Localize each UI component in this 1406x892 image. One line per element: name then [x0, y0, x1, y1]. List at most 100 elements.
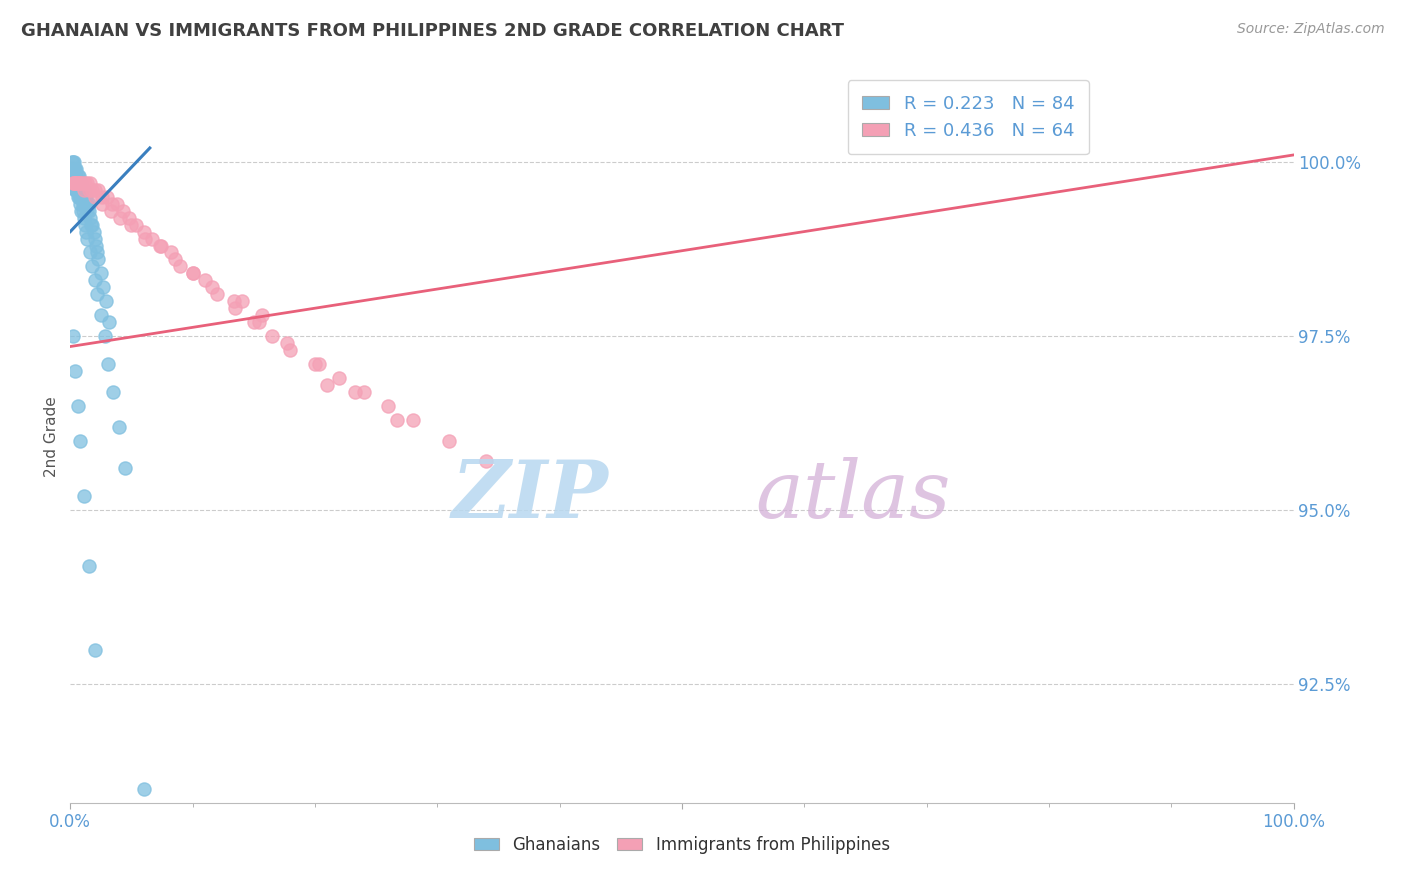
Point [62, 155, 84, 169]
Point [75, 196, 97, 211]
Point [67, 169, 90, 183]
Point [75, 190, 97, 204]
Point [66, 169, 89, 183]
Point [90, 308, 112, 322]
Point [402, 412, 425, 426]
Point [194, 273, 217, 287]
Point [73, 489, 96, 503]
Point [76, 231, 98, 245]
Point [118, 211, 141, 225]
Point [141, 231, 163, 245]
Point [66, 176, 89, 190]
Point [60, 161, 83, 176]
Point [91, 190, 114, 204]
Point [65, 183, 87, 197]
Point [86, 287, 108, 301]
Point [76, 203, 98, 218]
Text: GHANAIAN VS IMMIGRANTS FROM PHILIPPINES 2ND GRADE CORRELATION CHART: GHANAIAN VS IMMIGRANTS FROM PHILIPPINES … [21, 22, 844, 40]
Point [69, 196, 91, 211]
Point [66, 190, 89, 204]
Point [181, 266, 204, 280]
Point [69, 183, 91, 197]
Point [93, 329, 115, 343]
Point [94, 294, 117, 309]
Point [80, 218, 103, 232]
Point [67, 190, 90, 204]
Point [111, 203, 134, 218]
Point [439, 434, 461, 448]
Point [224, 294, 246, 309]
Point [73, 190, 96, 204]
Point [83, 225, 105, 239]
Point [149, 238, 172, 252]
Point [132, 781, 155, 796]
Point [205, 287, 228, 301]
Point [304, 357, 326, 371]
Point [67, 183, 90, 197]
Point [82, 218, 104, 232]
Point [100, 203, 122, 218]
Point [72, 176, 94, 190]
Point [344, 384, 367, 399]
Point [65, 183, 87, 197]
Point [63, 169, 86, 183]
Point [82, 260, 104, 274]
Point [62, 329, 84, 343]
Point [280, 343, 302, 357]
Point [63, 176, 86, 190]
Point [149, 238, 172, 252]
Point [72, 196, 94, 211]
Point [63, 161, 86, 176]
Point [101, 384, 124, 399]
Point [247, 315, 270, 329]
Point [83, 642, 105, 657]
Point [62, 161, 84, 176]
Point [65, 176, 87, 190]
Point [67, 176, 90, 190]
Point [63, 176, 86, 190]
Point [63, 176, 86, 190]
Point [132, 225, 155, 239]
Point [328, 371, 350, 385]
Point [63, 176, 86, 190]
Point [72, 190, 94, 204]
Point [60, 155, 83, 169]
Point [63, 183, 86, 197]
Point [101, 196, 124, 211]
Point [231, 294, 253, 309]
Point [70, 183, 93, 197]
Point [121, 218, 143, 232]
Point [66, 183, 89, 197]
Point [77, 203, 100, 218]
Point [91, 196, 114, 211]
Point [79, 245, 101, 260]
Point [114, 461, 136, 475]
Point [316, 377, 339, 392]
Point [224, 301, 246, 316]
Point [75, 225, 97, 239]
Point [377, 399, 399, 413]
Point [69, 176, 91, 190]
Point [60, 169, 83, 183]
Point [77, 558, 100, 573]
Point [62, 176, 84, 190]
Point [83, 183, 105, 197]
Point [70, 176, 93, 190]
Point [87, 252, 110, 267]
Point [169, 260, 191, 274]
Point [165, 252, 187, 267]
Point [308, 357, 330, 371]
Point [76, 196, 98, 211]
Point [243, 315, 266, 329]
Point [201, 280, 224, 294]
Point [73, 183, 96, 197]
Point [66, 176, 89, 190]
Point [65, 169, 87, 183]
Point [159, 245, 181, 260]
Point [79, 176, 101, 190]
Point [73, 211, 96, 225]
Point [67, 176, 90, 190]
Point [63, 161, 86, 176]
Point [108, 419, 131, 434]
Point [73, 190, 96, 204]
